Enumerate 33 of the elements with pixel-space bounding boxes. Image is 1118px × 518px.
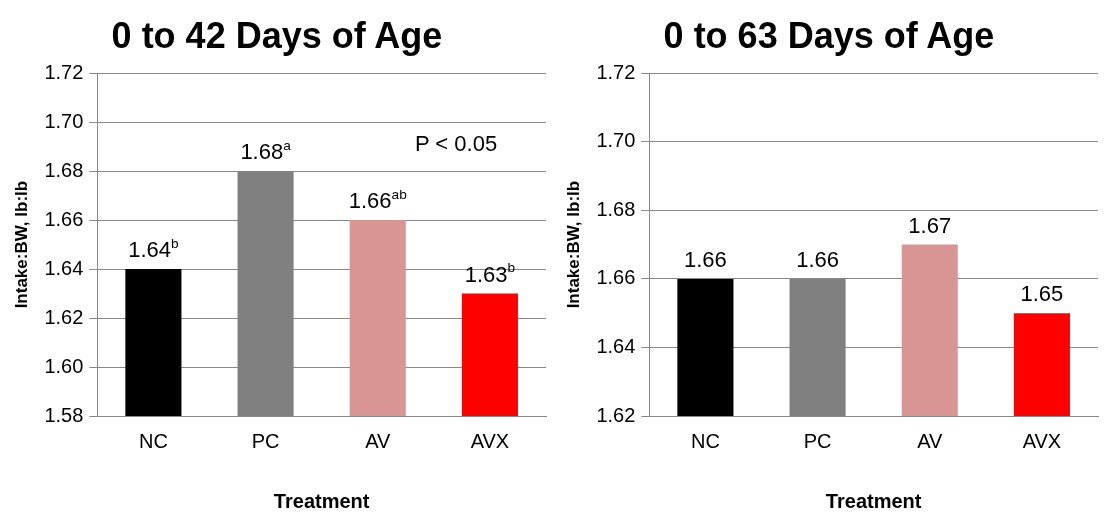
y-tick-label: 1.68 (596, 197, 636, 220)
data-label: 1.65 (1020, 281, 1064, 307)
y-tick-label: 1.68 (44, 158, 84, 181)
chart-title: 0 to 42 Days of Age (111, 14, 443, 56)
chart-title: 0 to 63 Days of Age (663, 14, 995, 56)
x-tick-label: AV (365, 429, 391, 452)
y-tick-label: 1.66 (596, 266, 636, 289)
x-tick-label: PC (803, 429, 832, 452)
y-tick-label: 1.72 (44, 60, 84, 83)
x-tick-label: PC (251, 429, 280, 452)
y-tick-label: 1.62 (44, 305, 84, 328)
y-tick-label: 1.60 (44, 354, 84, 377)
x-tick-label: AV (917, 429, 943, 452)
y-tick-label: 1.66 (44, 207, 84, 230)
x-axis-title: Treatment (273, 489, 370, 512)
data-label: 1.66 (796, 246, 839, 272)
y-tick-label: 1.72 (596, 60, 636, 83)
y-axis-title: Intake:BW, lb:lb (11, 180, 31, 309)
y-tick-label: 1.64 (44, 256, 84, 279)
x-tick-label: NC (138, 429, 168, 452)
y-tick-label: 1.58 (44, 403, 84, 426)
data-label: 1.67 (908, 212, 952, 238)
y-tick-label: 1.62 (596, 403, 636, 426)
x-axis-title: Treatment (825, 489, 922, 512)
x-tick-label: NC (690, 429, 720, 452)
x-tick-label: AVX (470, 429, 510, 452)
x-tick-label: AVX (1022, 429, 1062, 452)
y-tick-label: 1.64 (596, 334, 636, 357)
y-tick-label: 1.70 (596, 129, 636, 152)
y-axis-title: Intake:BW, lb:lb (563, 180, 583, 309)
annotation: P < 0.05 (414, 131, 498, 157)
y-tick-label: 1.70 (44, 109, 84, 132)
data-label: 1.66 (684, 246, 727, 272)
